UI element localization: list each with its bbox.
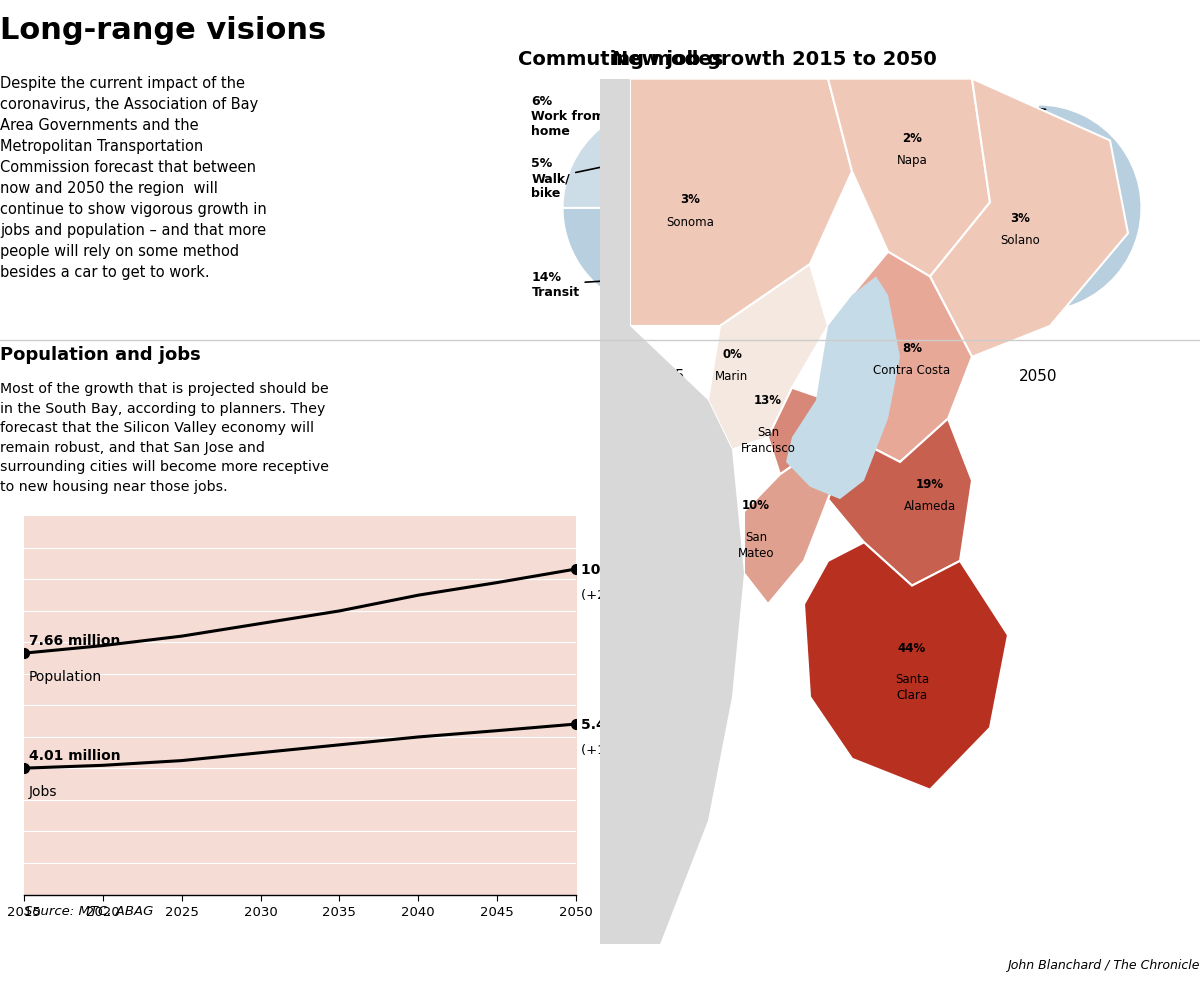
Text: New job growth 2015 to 2050: New job growth 2015 to 2050 xyxy=(612,50,937,70)
Text: Solano: Solano xyxy=(1000,234,1040,247)
Text: Contra Costa: Contra Costa xyxy=(874,364,950,377)
Text: Sonoma: Sonoma xyxy=(666,216,714,229)
Text: 14%
Work from
home: 14% Work from home xyxy=(929,80,1045,122)
Text: Population: Population xyxy=(29,669,102,683)
Wedge shape xyxy=(628,105,666,209)
Text: Population and jobs: Population and jobs xyxy=(0,346,200,364)
Text: 8%
Walk/
bike: 8% Walk/ bike xyxy=(929,136,1004,179)
Polygon shape xyxy=(930,80,1128,358)
Text: Alameda: Alameda xyxy=(904,500,956,513)
Text: Source: MTC, ABAG: Source: MTC, ABAG xyxy=(24,905,154,917)
Text: 3%: 3% xyxy=(1010,212,1030,225)
Text: 19%: 19% xyxy=(916,477,944,490)
Text: San
Mateo: San Mateo xyxy=(738,531,774,560)
Wedge shape xyxy=(563,129,666,209)
Text: Jobs: Jobs xyxy=(29,784,58,798)
Polygon shape xyxy=(828,419,972,586)
Text: (+2.7 million): (+2.7 million) xyxy=(581,588,672,601)
Polygon shape xyxy=(708,264,828,450)
Text: Long-range visions: Long-range visions xyxy=(0,16,326,45)
Text: Santa
Clara: Santa Clara xyxy=(895,673,929,702)
Text: Napa: Napa xyxy=(896,154,928,167)
Text: 44%: 44% xyxy=(898,641,926,654)
Text: San
Francisco: San Francisco xyxy=(740,425,796,454)
Text: 2%: 2% xyxy=(902,131,922,144)
Text: 2050: 2050 xyxy=(1019,369,1057,384)
Text: 7.66 million: 7.66 million xyxy=(29,633,120,647)
Text: 2015: 2015 xyxy=(647,369,685,384)
Text: (+1.4 million): (+1.4 million) xyxy=(581,744,672,756)
Text: 10.33 million: 10.33 million xyxy=(581,563,682,577)
Wedge shape xyxy=(600,112,666,209)
Wedge shape xyxy=(563,105,769,312)
Wedge shape xyxy=(935,190,1038,299)
Wedge shape xyxy=(988,105,1141,312)
Text: 20%
Transit: 20% Transit xyxy=(929,248,978,283)
Polygon shape xyxy=(786,277,900,500)
Polygon shape xyxy=(804,543,1008,790)
Text: 3%: 3% xyxy=(680,193,700,206)
Text: 14%
Transit: 14% Transit xyxy=(532,270,612,299)
Wedge shape xyxy=(936,143,1038,209)
Text: 8%: 8% xyxy=(902,341,922,355)
Text: 5%
Walk/
bike: 5% Walk/ bike xyxy=(532,157,601,200)
Text: Marin: Marin xyxy=(715,370,749,383)
Text: 58%
Auto: 58% Auto xyxy=(1049,224,1090,255)
Text: Commuting modes: Commuting modes xyxy=(518,50,724,70)
Polygon shape xyxy=(600,80,744,944)
Text: 4.01 million: 4.01 million xyxy=(29,748,120,762)
Text: 10%: 10% xyxy=(742,499,770,512)
Polygon shape xyxy=(828,80,990,277)
Polygon shape xyxy=(630,80,852,327)
Text: 75%
Auto: 75% Auto xyxy=(672,229,712,261)
Text: 0%: 0% xyxy=(722,348,742,361)
Text: Most of the growth that is projected should be
in the South Bay, according to pl: Most of the growth that is projected sho… xyxy=(0,382,329,493)
Polygon shape xyxy=(744,401,852,604)
Text: Despite the current impact of the
coronavirus, the Association of Bay
Area Gover: Despite the current impact of the corona… xyxy=(0,77,266,280)
Polygon shape xyxy=(768,389,828,475)
Text: John Blanchard / The Chronicle: John Blanchard / The Chronicle xyxy=(1008,957,1200,971)
Polygon shape xyxy=(828,252,972,462)
Text: 6%
Work from
home: 6% Work from home xyxy=(532,95,648,138)
Text: 5.41 million: 5.41 million xyxy=(581,718,672,732)
Text: 13%: 13% xyxy=(754,394,782,407)
Wedge shape xyxy=(959,105,1038,209)
